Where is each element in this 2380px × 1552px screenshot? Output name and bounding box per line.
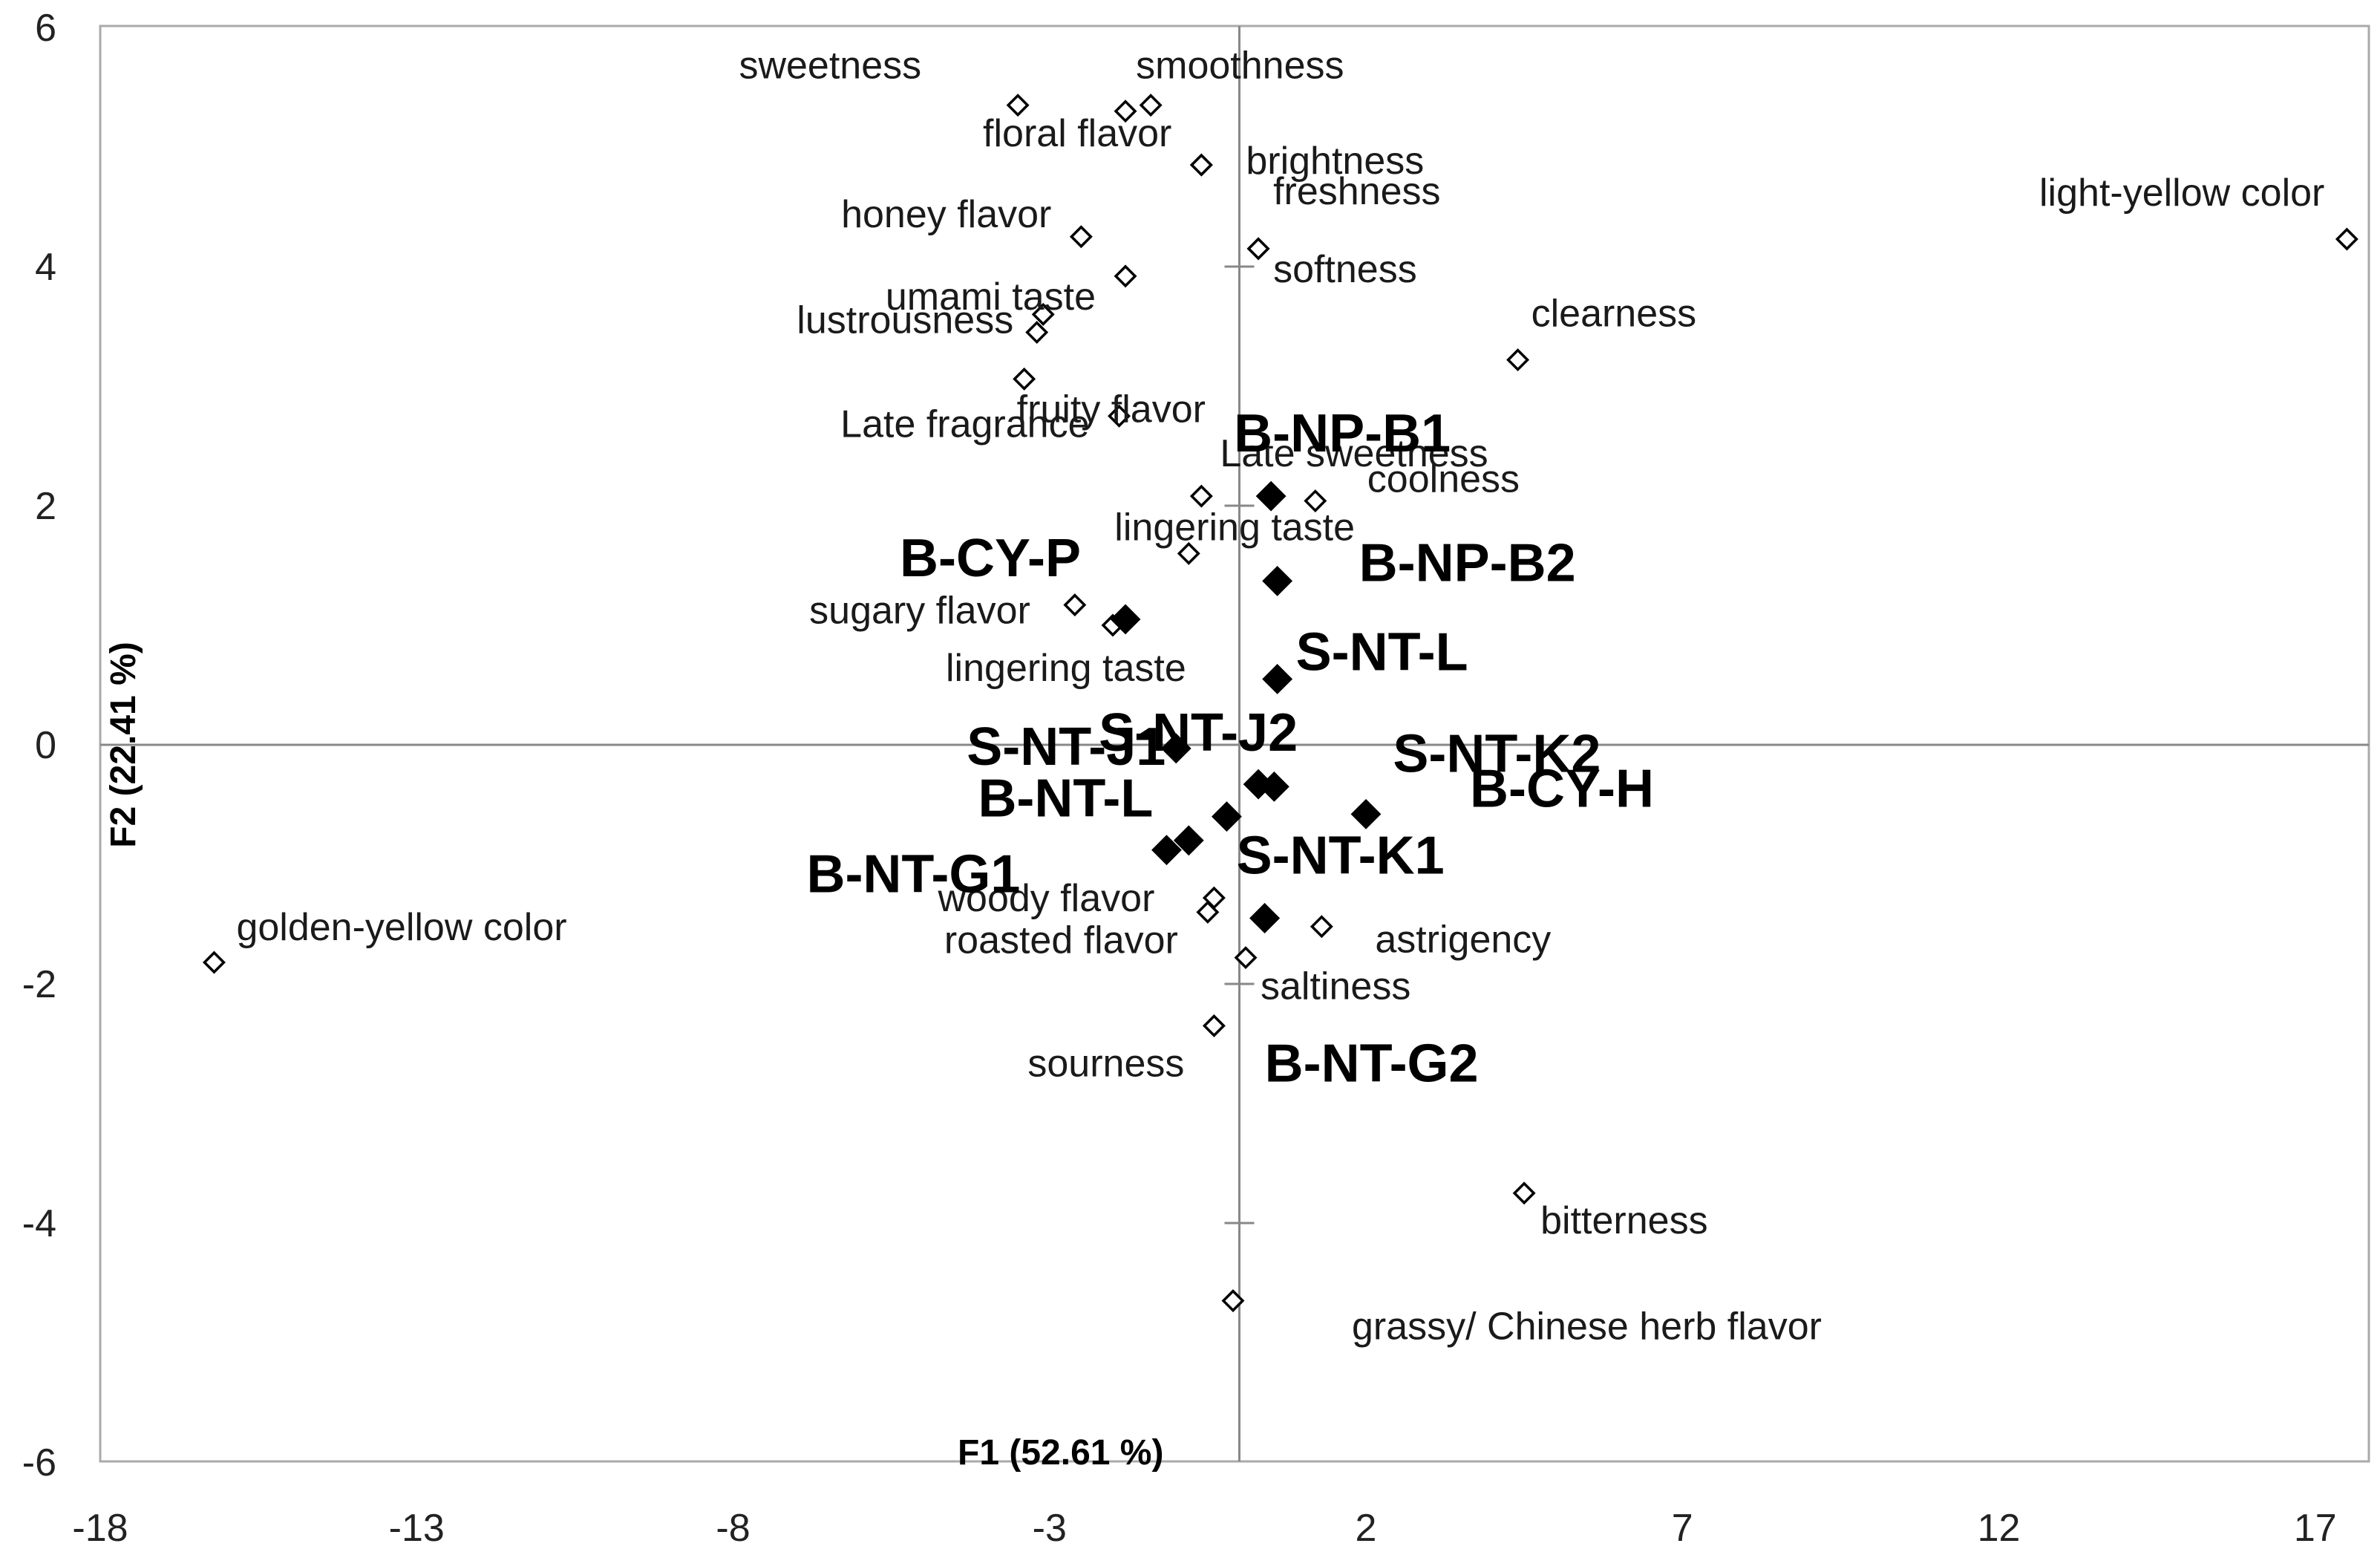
attribute-label: floral flavor: [983, 112, 1171, 155]
x-tick-label: -8: [716, 1507, 750, 1550]
attribute-label: honey flavor: [841, 193, 1051, 236]
attribute-label: sweetness: [739, 45, 921, 88]
attribute-marker: [1031, 302, 1055, 326]
x-tick-label: 7: [1672, 1507, 1693, 1550]
sample-label: B-NP-B1: [1234, 404, 1451, 463]
sample-marker: [1151, 835, 1182, 866]
attribute-label: Late fragrance: [840, 402, 1089, 446]
attribute-marker: [1512, 1181, 1536, 1205]
x-tick-label: 17: [2294, 1507, 2337, 1550]
attribute-marker: [1139, 94, 1163, 117]
attribute-marker: [1202, 1014, 1226, 1037]
attribute-label: lingering taste: [1114, 506, 1355, 549]
attribute-label: sourness: [1027, 1042, 1184, 1085]
sample-label: B-CY-P: [900, 529, 1081, 588]
attribute-marker: [1069, 225, 1093, 249]
data-points: [202, 94, 2358, 1313]
attribute-label: golden-yellow color: [236, 906, 566, 949]
attribute-label: clearness: [1531, 293, 1697, 336]
attribute-marker: [1189, 484, 1213, 508]
sample-label: S-NT-J1: [967, 717, 1166, 777]
sample-label: B-NT-G1: [806, 845, 1020, 904]
attribute-marker: [202, 951, 226, 974]
attribute-marker: [1114, 264, 1137, 288]
sample-marker: [1262, 664, 1293, 694]
attribute-label: umami taste: [886, 275, 1096, 319]
attribute-label: smoothness: [1136, 45, 1344, 88]
attribute-label: saltiness: [1261, 965, 1410, 1008]
sample-label: S-NT-J2: [1099, 703, 1298, 763]
attribute-marker: [1063, 593, 1087, 617]
y-tick-label: -2: [22, 963, 56, 1006]
sample-marker: [1262, 566, 1293, 596]
attribute-label: astrigency: [1375, 919, 1551, 962]
x-tick-label: -18: [72, 1507, 128, 1550]
sample-marker: [1212, 801, 1242, 832]
attribute-marker: [1304, 489, 1327, 513]
attribute-label: lingering taste: [946, 647, 1186, 690]
attribute-marker: [1221, 1289, 1245, 1313]
attribute-marker: [1013, 367, 1036, 391]
attribute-label: coolness: [1367, 458, 1520, 501]
y-tick-label: 6: [35, 7, 56, 50]
sample-label: B-NT-G2: [1265, 1034, 1479, 1093]
attribute-marker: [1246, 237, 1270, 261]
y-tick-label: 0: [35, 724, 56, 767]
attribute-label: lustrousness: [797, 299, 1013, 342]
sample-label: S-NT-K1: [1237, 826, 1445, 885]
attribute-label: sugary flavor: [809, 590, 1030, 633]
sample-marker: [1110, 604, 1141, 635]
y-tick-label: 4: [35, 246, 56, 289]
y-axis-title: F2 (22.41 %): [104, 642, 143, 847]
attribute-marker: [1114, 100, 1137, 123]
attribute-label: bitterness: [1540, 1199, 1707, 1242]
sample-marker: [1160, 733, 1191, 764]
sample-marker: [1350, 798, 1382, 829]
attribute-label: roasted flavor: [944, 919, 1178, 962]
x-tick-label: 2: [1356, 1507, 1377, 1550]
attribute-label: freshness: [1273, 170, 1440, 213]
sample-label: B-CY-H: [1470, 759, 1654, 818]
attribute-marker: [1025, 321, 1049, 345]
x-tick-label: 12: [1978, 1507, 2021, 1550]
point-labels: sweetness smoothness brightness floral flav…: [236, 45, 2324, 1349]
attribute-label: fruity flavor: [1017, 388, 1206, 431]
attribute-marker: [1177, 541, 1200, 565]
attribute-label: softness: [1273, 248, 1417, 291]
attribute-marker: [1108, 404, 1131, 428]
axis-ticks: -18 -13 -8 -3 2 7 12 17 -6 -4 -2 0 2 4 6: [22, 7, 2337, 1550]
sample-label: B-NT-L: [978, 769, 1153, 829]
y-tick-label: -6: [22, 1441, 56, 1484]
x-tick-label: -13: [389, 1507, 445, 1550]
y-tick-label: -4: [22, 1202, 56, 1245]
sample-marker: [1258, 771, 1289, 802]
sample-marker: [1173, 825, 1204, 856]
sample-label: B-NP-B2: [1359, 533, 1576, 593]
sample-label: S-NT-K2: [1393, 724, 1601, 783]
sample-marker: [1255, 480, 1287, 512]
attribute-label: brightness: [1246, 140, 1424, 183]
x-tick-label: -3: [1033, 1507, 1067, 1550]
attribute-label: Late sweetness: [1220, 432, 1488, 475]
attribute-label: woody flavor: [937, 877, 1154, 920]
y-tick-label: 2: [35, 485, 56, 528]
sample-marker: [1249, 903, 1281, 933]
attribute-marker: [1196, 900, 1220, 924]
attribute-marker: [2335, 227, 2358, 251]
attribute-marker: [1310, 915, 1333, 939]
attribute-marker: [1234, 946, 1258, 970]
attribute-label: light-yellow color: [2039, 172, 2324, 215]
attribute-marker: [1506, 348, 1530, 372]
attribute-label: grassy/ Chinese herb flavor: [1352, 1305, 1822, 1349]
attribute-marker: [1006, 94, 1030, 117]
attribute-marker: [1189, 153, 1213, 177]
x-axis-title: F1 (52.61 %): [958, 1433, 1163, 1473]
sample-label: S-NT-L: [1296, 622, 1468, 682]
